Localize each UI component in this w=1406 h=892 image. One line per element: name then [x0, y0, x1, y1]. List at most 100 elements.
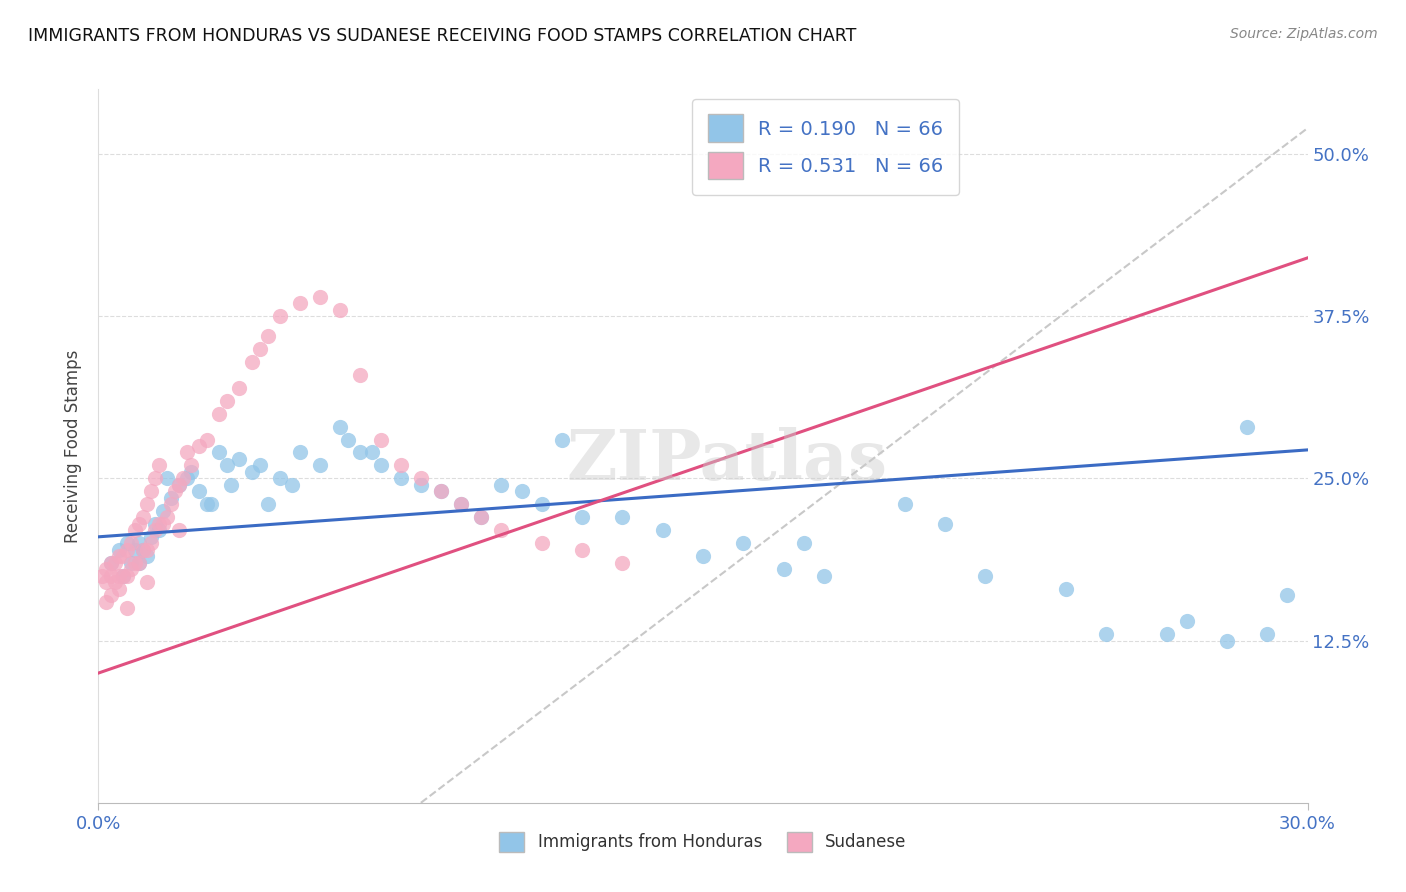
Point: [100, 588, 122, 602]
Point: [148, 516, 170, 531]
Point: [256, 328, 278, 343]
Point: [813, 568, 835, 582]
Point: [120, 556, 142, 570]
Point: [176, 445, 198, 459]
Point: [510, 484, 533, 499]
Point: [1175, 614, 1198, 628]
Point: [188, 439, 211, 453]
Point: [163, 484, 186, 499]
Point: [249, 342, 271, 356]
Point: [96, 575, 118, 590]
Point: [124, 524, 146, 538]
Point: [934, 516, 956, 531]
Point: [530, 536, 553, 550]
Point: [115, 568, 138, 582]
Point: [793, 536, 815, 550]
Point: [152, 504, 174, 518]
Point: [1256, 627, 1278, 641]
Point: [389, 458, 412, 473]
Point: [156, 471, 179, 485]
Text: ZIPatlas: ZIPatlas: [567, 426, 887, 494]
Point: [124, 542, 146, 557]
Point: [143, 471, 166, 485]
Point: [329, 419, 352, 434]
Point: [530, 497, 553, 511]
Point: [160, 497, 183, 511]
Point: [132, 542, 155, 557]
Point: [132, 510, 155, 524]
Text: IMMIGRANTS FROM HONDURAS VS SUDANESE RECEIVING FOOD STAMPS CORRELATION CHART: IMMIGRANTS FROM HONDURAS VS SUDANESE REC…: [28, 27, 856, 45]
Point: [128, 536, 150, 550]
Text: Source: ZipAtlas.com: Source: ZipAtlas.com: [1230, 27, 1378, 41]
Point: [143, 516, 166, 531]
Point: [139, 530, 162, 544]
Point: [132, 542, 155, 557]
Point: [96, 562, 118, 576]
Point: [470, 510, 492, 524]
Point: [571, 510, 593, 524]
Point: [551, 433, 574, 447]
Point: [160, 491, 183, 505]
Point: [107, 582, 129, 596]
Point: [180, 465, 202, 479]
Point: [349, 368, 371, 382]
Point: [135, 549, 157, 564]
Point: [115, 601, 138, 615]
Point: [491, 478, 513, 492]
Point: [200, 497, 222, 511]
Point: [111, 568, 134, 582]
Point: [409, 478, 432, 492]
Point: [256, 497, 278, 511]
Point: [115, 536, 138, 550]
Point: [249, 458, 271, 473]
Point: [180, 458, 202, 473]
Point: [208, 445, 231, 459]
Point: [148, 524, 170, 538]
Point: [491, 524, 513, 538]
Point: [370, 433, 392, 447]
Point: [167, 478, 190, 492]
Point: [167, 478, 190, 492]
Point: [135, 497, 157, 511]
Point: [337, 433, 360, 447]
Point: [96, 595, 118, 609]
Point: [167, 524, 190, 538]
Point: [107, 542, 129, 557]
Point: [349, 445, 371, 459]
Point: [100, 568, 122, 582]
Point: [430, 484, 453, 499]
Point: [139, 484, 162, 499]
Point: [450, 497, 472, 511]
Point: [111, 568, 134, 582]
Point: [240, 465, 263, 479]
Point: [470, 510, 492, 524]
Point: [135, 542, 157, 557]
Point: [221, 478, 243, 492]
Point: [176, 471, 198, 485]
Point: [228, 381, 250, 395]
Point: [1277, 588, 1299, 602]
Point: [195, 433, 218, 447]
Point: [111, 549, 134, 564]
Point: [893, 497, 915, 511]
Point: [188, 484, 211, 499]
Point: [329, 302, 352, 317]
Point: [120, 562, 142, 576]
Point: [120, 536, 142, 550]
Point: [571, 542, 593, 557]
Point: [692, 549, 714, 564]
Point: [172, 471, 194, 485]
Legend: Immigrants from Honduras, Sudanese: Immigrants from Honduras, Sudanese: [492, 825, 914, 859]
Point: [974, 568, 997, 582]
Point: [143, 524, 166, 538]
Point: [228, 452, 250, 467]
Point: [288, 296, 311, 310]
Point: [370, 458, 392, 473]
Point: [309, 458, 332, 473]
Point: [139, 536, 162, 550]
Point: [1216, 633, 1239, 648]
Point: [733, 536, 755, 550]
Point: [217, 393, 239, 408]
Point: [430, 484, 453, 499]
Point: [195, 497, 218, 511]
